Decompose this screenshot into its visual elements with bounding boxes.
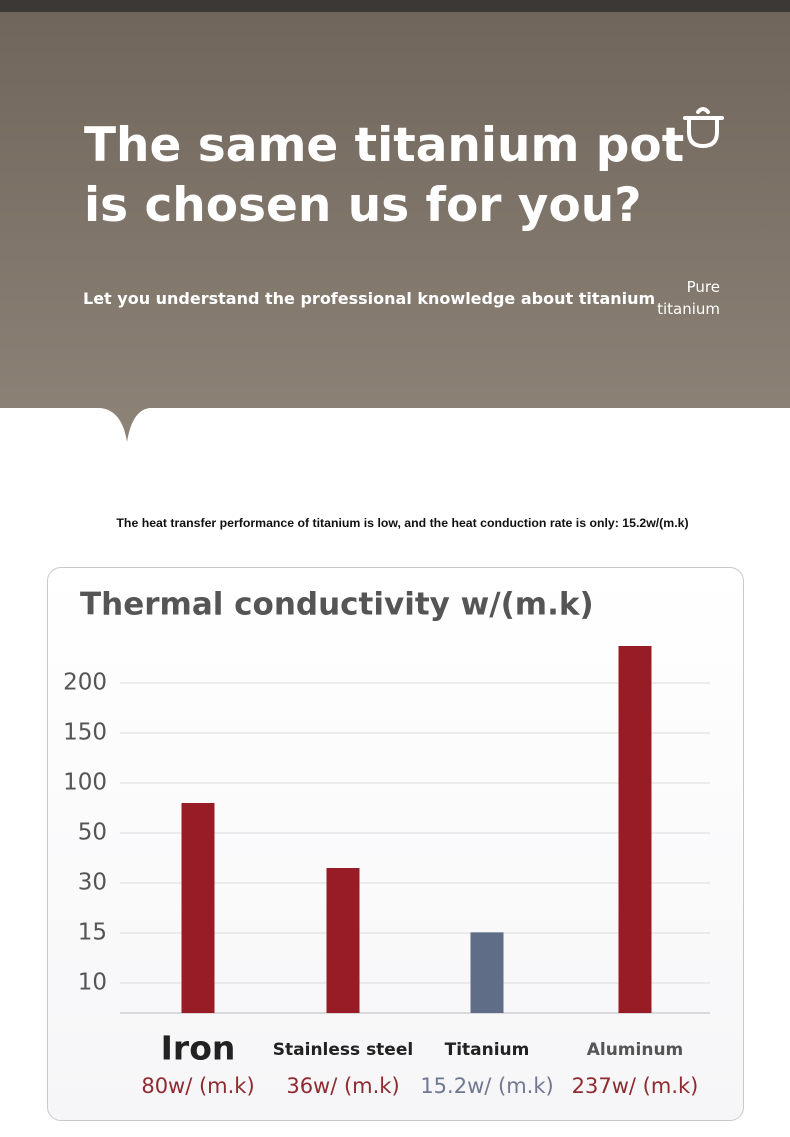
category-label: Titanium: [445, 1040, 530, 1060]
value-label: 36w/ (m.k): [286, 1074, 399, 1098]
value-label: 237w/ (m.k): [572, 1074, 699, 1098]
y-tick-label: 150: [63, 720, 107, 746]
header-background: [0, 0, 790, 442]
y-tick-label: 50: [78, 820, 107, 846]
value-label: 80w/ (m.k): [141, 1074, 254, 1098]
category-label: Iron: [161, 1029, 236, 1068]
badge-line: Pure: [686, 278, 720, 296]
category-label: Stainless steel: [273, 1040, 413, 1060]
y-tick-label: 10: [78, 970, 107, 996]
value-label: 15.2w/ (m.k): [420, 1074, 553, 1098]
y-tick-label: 30: [78, 870, 107, 896]
bar: [181, 803, 215, 1013]
chart: Thermal conductivity w/(m.k) 200 150 100 50…: [63, 587, 710, 1098]
y-tick-label: 100: [63, 770, 107, 796]
bar: [618, 646, 652, 1013]
bar: [470, 932, 504, 1013]
caption: The heat transfer performance of titaniu…: [116, 516, 689, 530]
title: The same titanium pot is chosen us for y…: [84, 116, 684, 236]
badge: Pure titanium: [657, 276, 720, 320]
y-tick-label: 200: [63, 670, 107, 696]
chart-title: Thermal conductivity w/(m.k): [80, 587, 594, 623]
subtitle: Let you understand the professional know…: [83, 289, 656, 308]
bar: [326, 868, 360, 1013]
title-line: The same titanium pot: [84, 118, 685, 173]
category-label: Aluminum: [587, 1040, 684, 1060]
y-tick-label: 15: [78, 920, 107, 946]
title-line: is chosen us for you?: [84, 178, 642, 233]
badge-line: titanium: [657, 300, 720, 318]
